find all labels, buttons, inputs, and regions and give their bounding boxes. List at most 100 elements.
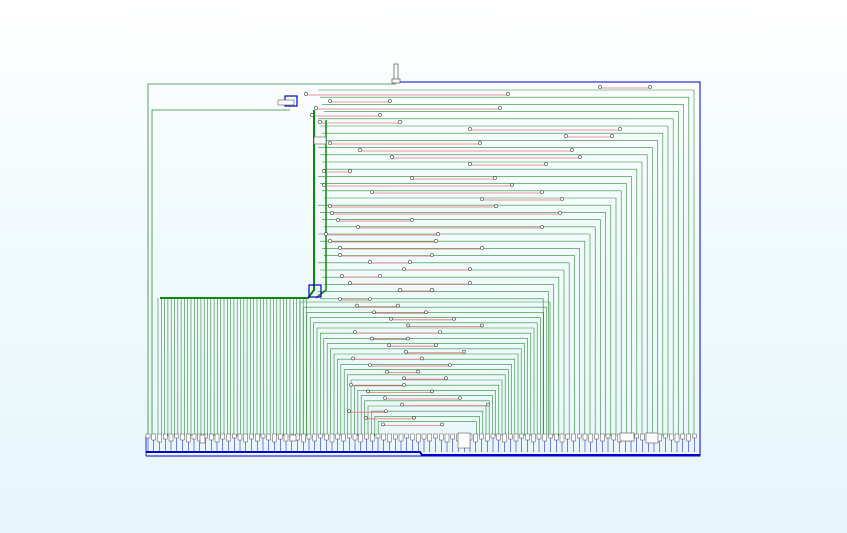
terminal-pad bbox=[370, 433, 375, 442]
node-marker bbox=[416, 369, 420, 374]
loop-line bbox=[320, 212, 606, 436]
lower-loop-line bbox=[343, 369, 509, 436]
node-marker bbox=[438, 330, 442, 334]
loop-line bbox=[324, 168, 638, 436]
loop-line bbox=[324, 255, 575, 436]
node-marker bbox=[384, 409, 388, 414]
terminal-pad bbox=[485, 433, 490, 442]
terminal-pad bbox=[433, 433, 438, 439]
node-marker bbox=[458, 396, 462, 400]
terminal-pad bbox=[663, 433, 668, 439]
terminal-pad bbox=[352, 433, 358, 441]
terminal-pad bbox=[266, 433, 271, 441]
node-marker bbox=[355, 303, 359, 308]
terminal-pad bbox=[186, 433, 191, 443]
lower-loop-line bbox=[337, 358, 516, 436]
terminal-pad bbox=[444, 433, 450, 443]
node-marker bbox=[330, 211, 334, 215]
loop-line bbox=[324, 226, 596, 436]
node-marker bbox=[338, 253, 342, 257]
terminal-pad bbox=[674, 433, 680, 443]
node-marker bbox=[370, 190, 374, 194]
node-markers bbox=[304, 85, 652, 427]
node-marker bbox=[412, 415, 416, 420]
node-marker bbox=[493, 176, 497, 180]
lower-loop-line bbox=[303, 306, 548, 436]
left-bus-lines bbox=[157, 298, 307, 436]
top-connector-base bbox=[391, 78, 401, 84]
loop-line bbox=[318, 118, 674, 436]
node-marker bbox=[381, 422, 385, 427]
terminal-pad bbox=[548, 433, 553, 439]
node-marker bbox=[366, 389, 370, 394]
node-marker bbox=[372, 310, 376, 315]
lower-loop-line bbox=[299, 301, 551, 436]
node-marker bbox=[468, 281, 472, 285]
node-marker bbox=[570, 148, 574, 152]
lower-loop-line bbox=[360, 395, 493, 436]
terminal-pad bbox=[278, 433, 283, 440]
node-marker bbox=[436, 232, 440, 236]
node-marker bbox=[610, 134, 614, 138]
node-marker bbox=[434, 343, 438, 348]
lower-loop-line bbox=[377, 421, 477, 436]
terminal-pad bbox=[209, 433, 214, 441]
node-marker bbox=[410, 176, 414, 180]
terminal-component bbox=[199, 434, 206, 444]
upper-small-part bbox=[277, 99, 295, 106]
terminal-pad bbox=[324, 433, 329, 441]
terminal-pad bbox=[157, 433, 162, 443]
terminal-pad bbox=[496, 433, 501, 441]
terminal-pad bbox=[479, 433, 484, 440]
node-marker bbox=[328, 141, 332, 145]
terminal-pad bbox=[272, 433, 277, 443]
lower-loop-line bbox=[309, 317, 541, 436]
lower-loop-line bbox=[371, 410, 484, 436]
terminal-pad bbox=[375, 433, 381, 439]
lower-loop-line bbox=[326, 343, 525, 436]
node-marker bbox=[406, 323, 410, 328]
loop-line bbox=[320, 96, 690, 436]
node-marker bbox=[402, 267, 406, 271]
trunk-blue-box bbox=[308, 284, 322, 298]
node-marker bbox=[452, 316, 456, 321]
node-marker bbox=[378, 113, 382, 117]
node-marker bbox=[370, 336, 374, 341]
terminal-pad bbox=[490, 433, 496, 439]
lower-loop-line bbox=[354, 384, 500, 436]
loop-line bbox=[320, 269, 565, 436]
terminal-component bbox=[457, 432, 471, 449]
lower-loop-line bbox=[313, 322, 538, 436]
terminal-pad bbox=[611, 433, 616, 441]
terminal-pad bbox=[260, 433, 266, 439]
lower-loop-line bbox=[316, 327, 535, 436]
node-marker bbox=[338, 246, 342, 250]
node-marker bbox=[385, 369, 389, 374]
loop-line bbox=[320, 154, 648, 436]
node-marker bbox=[340, 274, 344, 278]
node-marker bbox=[398, 120, 402, 124]
lower-loop-line bbox=[333, 353, 519, 436]
loop-line bbox=[320, 183, 627, 436]
loop-line bbox=[318, 204, 612, 436]
node-marker bbox=[564, 134, 568, 138]
node-marker bbox=[430, 389, 434, 394]
terminal-pad bbox=[312, 433, 317, 442]
terminal-pad bbox=[680, 433, 685, 440]
node-marker bbox=[318, 120, 322, 124]
node-marker bbox=[378, 274, 382, 278]
frame-blue-line bbox=[146, 81, 701, 457]
node-marker bbox=[430, 288, 434, 292]
terminal-pad bbox=[306, 433, 312, 440]
node-marker bbox=[336, 218, 340, 222]
node-marker bbox=[396, 303, 400, 308]
node-marker bbox=[387, 343, 391, 348]
red-link-lines bbox=[306, 87, 650, 426]
node-marker bbox=[338, 297, 342, 301]
terminal-pad bbox=[341, 433, 346, 442]
node-marker bbox=[304, 92, 308, 96]
node-marker bbox=[506, 92, 510, 96]
node-marker bbox=[468, 127, 472, 131]
node-marker bbox=[618, 127, 622, 131]
